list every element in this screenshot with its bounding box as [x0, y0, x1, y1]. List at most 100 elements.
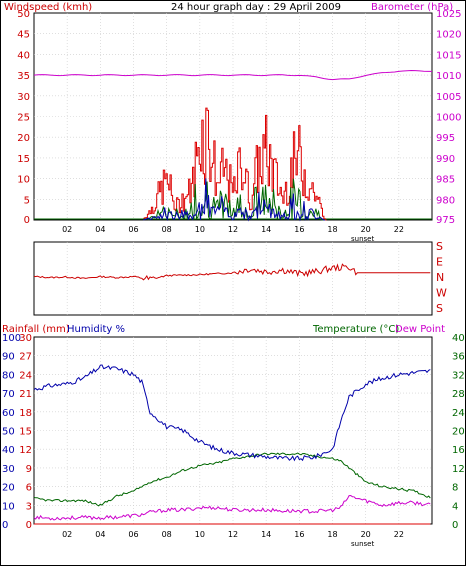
wind-tick-label: 40 [17, 50, 30, 61]
humidity-tick-label: 50 [2, 427, 15, 438]
rain-tick-label: 12 [19, 445, 32, 456]
wind-gust-line [143, 107, 327, 221]
wind-tick-label: 50 [17, 9, 30, 20]
baro-tick-label: 985 [436, 175, 455, 186]
rain-tick-label: 0 [26, 520, 32, 531]
temp-tick-label: 28 [452, 389, 465, 400]
humidity-tick-label: 10 [2, 501, 15, 512]
wind-tick-label: 0 [24, 215, 30, 226]
rain-tick-label: 21 [19, 389, 32, 400]
wind-tick-label: 30 [17, 92, 30, 103]
x-tick-label: 10 [195, 530, 205, 539]
wind-speed-line [143, 178, 326, 222]
humidity-line [33, 364, 431, 462]
baro-axis-label: Barometer (hPa) [371, 2, 453, 13]
x-tick-label: 16 [294, 225, 304, 234]
temperature-line [33, 452, 431, 507]
baro-tick-label: 1025 [436, 9, 461, 20]
temp-tick-label: 4 [452, 501, 458, 512]
rain-tick-label: 30 [19, 333, 32, 344]
direction-letter-e: E [436, 255, 443, 268]
wind-tick-label: 5 [24, 195, 30, 206]
temp-tick-label: 20 [452, 427, 465, 438]
wind-axis-label: Windspeed (kmh) [4, 2, 92, 13]
baro-tick-label: 1010 [436, 71, 461, 82]
x-tick-label: 20 [361, 530, 371, 539]
temp-tick-label: 0 [452, 520, 458, 531]
temp-tick-label: 12 [452, 464, 465, 475]
baro-tick-label: 980 [436, 195, 455, 206]
x-tick-label: 18 [327, 530, 337, 539]
temp-tick-label: 40 [452, 333, 465, 344]
x-tick-label: 18 [327, 225, 337, 234]
x-tick-label: 02 [62, 530, 72, 539]
graph-title: 24 hour graph day : 29 April 2009 [171, 2, 341, 13]
x-tick-label: 06 [128, 530, 138, 539]
wind-tick-label: 15 [17, 154, 30, 165]
sunset-label-1: sunset [351, 235, 374, 243]
wind-tick-label: 20 [17, 133, 30, 144]
humidity-tick-label: 0 [2, 520, 8, 531]
rain-tick-label: 18 [19, 408, 32, 419]
direction-letter-s: S [436, 240, 443, 253]
temp-axis-label: Temperature (°C) [312, 324, 399, 335]
x-tick-label: 22 [394, 530, 404, 539]
wind-tick-label: 25 [17, 113, 30, 124]
x-tick-label: 12 [228, 530, 238, 539]
humidity-tick-label: 30 [2, 464, 15, 475]
x-tick-label: 04 [95, 530, 105, 539]
x-tick-label: 12 [228, 225, 238, 234]
rain-axis-label: Rainfall (mm) [2, 324, 70, 335]
rain-tick-label: 27 [19, 352, 32, 363]
rain-tick-label: 6 [26, 483, 32, 494]
baro-tick-label: 995 [436, 133, 455, 144]
humidity-tick-label: 80 [2, 370, 15, 381]
baro-tick-label: 990 [436, 154, 455, 165]
humidity-axis-label: Humidity % [67, 324, 125, 335]
x-tick-label: 02 [62, 225, 72, 234]
humidity-tick-label: 60 [2, 408, 15, 419]
x-tick-label: 04 [95, 225, 105, 234]
humidity-tick-label: 20 [2, 483, 15, 494]
barometer-line [33, 69, 432, 81]
wind-average-line [143, 178, 326, 221]
humidity-tick-label: 100 [2, 333, 21, 344]
temp-tick-label: 32 [452, 370, 465, 381]
x-tick-label: 20 [361, 225, 371, 234]
rain-tick-label: 9 [26, 464, 32, 475]
wind-direction-line [33, 263, 431, 281]
x-tick-label: 06 [128, 225, 138, 234]
baro-tick-label: 1005 [436, 92, 461, 103]
humidity-tick-label: 40 [2, 445, 15, 456]
x-tick-label: 14 [261, 530, 271, 539]
dewpoint-axis-label: Dew Point [395, 324, 445, 335]
rain-tick-label: 15 [19, 427, 32, 438]
dewpoint-line [33, 494, 431, 521]
x-tick-label: 10 [195, 225, 205, 234]
temp-tick-label: 36 [452, 352, 465, 363]
x-tick-label: 08 [162, 530, 172, 539]
temp-tick-label: 8 [452, 483, 458, 494]
humidity-tick-label: 70 [2, 389, 15, 400]
rain-tick-label: 3 [26, 501, 32, 512]
baro-tick-label: 1015 [436, 50, 461, 61]
temp-tick-label: 24 [452, 408, 465, 419]
x-tick-label: 08 [162, 225, 172, 234]
temp-tick-label: 16 [452, 445, 465, 456]
wind-tick-label: 10 [17, 175, 30, 186]
humidity-tick-label: 90 [2, 352, 15, 363]
wind-tick-label: 35 [17, 71, 30, 82]
sunset-label-3: sunset [351, 540, 374, 548]
x-tick-label: 22 [394, 225, 404, 234]
rain-tick-label: 24 [19, 370, 32, 381]
x-tick-label: 16 [294, 530, 304, 539]
x-tick-label: 14 [261, 225, 271, 234]
direction-letter-s: S [436, 302, 443, 315]
baro-tick-label: 975 [436, 215, 455, 226]
wind-tick-label: 45 [17, 30, 30, 41]
baro-tick-label: 1000 [436, 113, 461, 124]
